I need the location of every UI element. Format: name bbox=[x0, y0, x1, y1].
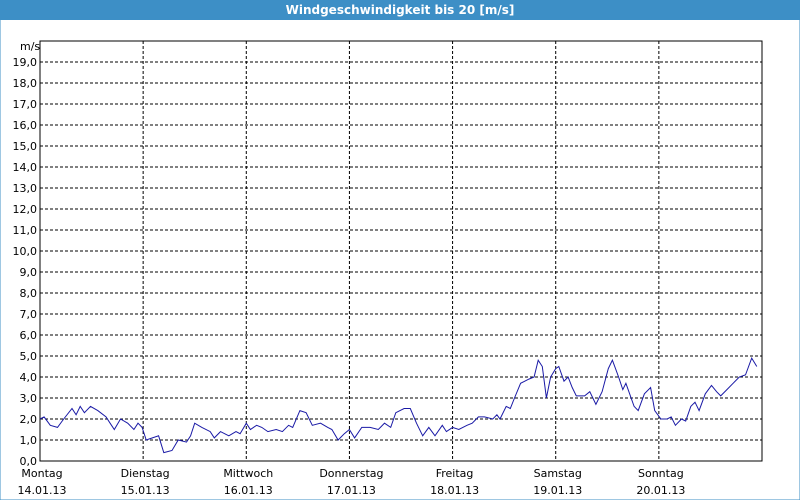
y-tick-label: 5,0 bbox=[20, 350, 38, 363]
x-tick-date: 19.01.13 bbox=[533, 484, 582, 497]
y-tick-label: 13,0 bbox=[13, 182, 38, 195]
y-tick-label: 4,0 bbox=[20, 371, 38, 384]
y-tick-label: 9,0 bbox=[20, 266, 38, 279]
x-tick-label: Freitag bbox=[436, 467, 474, 480]
x-tick-label: Mittwoch bbox=[223, 467, 273, 480]
y-tick-label: 18,0 bbox=[13, 77, 38, 90]
y-tick-label: 7,0 bbox=[20, 308, 38, 321]
y-tick-label: 2,0 bbox=[20, 413, 38, 426]
y-tick-label: 19,0 bbox=[13, 56, 38, 69]
plot-frame bbox=[39, 40, 763, 462]
wind-line bbox=[39, 356, 758, 454]
y-tick-label: 6,0 bbox=[20, 329, 38, 342]
x-tick-date: 20.01.13 bbox=[636, 484, 685, 497]
y-tick-label: 10,0 bbox=[13, 245, 38, 258]
x-tick-label: Donnerstag bbox=[319, 467, 383, 480]
x-tick-date: 18.01.13 bbox=[430, 484, 479, 497]
y-tick-label: 11,0 bbox=[13, 224, 38, 237]
x-tick-label: Samstag bbox=[534, 467, 582, 480]
y-tick-label: 16,0 bbox=[13, 119, 38, 132]
y-tick-label: 14,0 bbox=[13, 161, 38, 174]
y-tick-label: 12,0 bbox=[13, 203, 38, 216]
y-tick-label: 17,0 bbox=[13, 98, 38, 111]
y-tick-label: 8,0 bbox=[20, 287, 38, 300]
x-tick-date: 15.01.13 bbox=[121, 484, 170, 497]
y-unit: m/s bbox=[20, 40, 40, 53]
y-tick-label: 15,0 bbox=[13, 140, 38, 153]
x-tick-date: 17.01.13 bbox=[327, 484, 376, 497]
y-tick-label: 1,0 bbox=[20, 434, 38, 447]
x-tick-label: Dienstag bbox=[121, 467, 170, 480]
x-tick-label: Sonntag bbox=[638, 467, 684, 480]
chart-title: Windgeschwindigkeit bis 20 [m/s] bbox=[286, 3, 515, 17]
y-tick-label: 3,0 bbox=[20, 392, 38, 405]
y-tick-label: 0,0 bbox=[20, 455, 38, 468]
x-tick-label: Montag bbox=[21, 467, 62, 480]
title-bar bbox=[0, 0, 800, 20]
x-tick-date: 14.01.13 bbox=[18, 484, 67, 497]
x-tick-date: 16.01.13 bbox=[224, 484, 273, 497]
